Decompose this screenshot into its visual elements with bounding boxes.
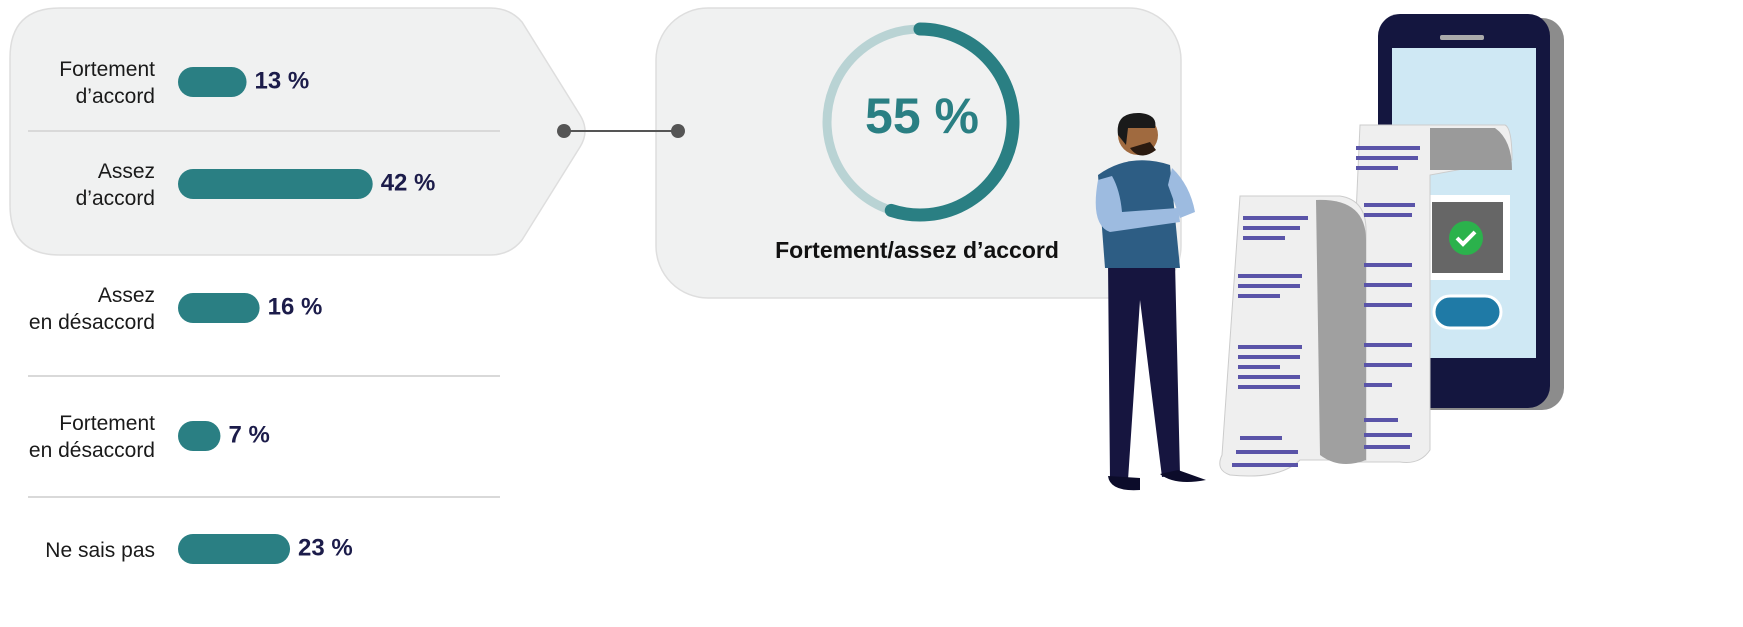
donut-value: 55 %: [865, 88, 979, 144]
value-label: 23 %: [298, 534, 353, 561]
connector-dot: [671, 124, 685, 138]
check-icon: [1449, 221, 1483, 255]
receipt-roll: [1430, 128, 1512, 170]
page: 55 % Fortement/assez d’accord: [0, 0, 1743, 627]
category-label: Ne sais pas: [0, 537, 155, 564]
infographic: 55 % Fortement/assez d’accord: [0, 0, 1743, 627]
bar: [178, 421, 220, 451]
category-label: Assez d’accord: [0, 158, 155, 212]
category-label: Assez en désaccord: [0, 282, 155, 336]
value-label: 13 %: [255, 67, 310, 94]
value-label: 7 %: [228, 421, 269, 448]
value-label: 42 %: [381, 169, 436, 196]
phone-speaker: [1440, 35, 1484, 40]
connector-dot: [557, 124, 571, 138]
phone-button: [1434, 296, 1501, 328]
bar: [178, 169, 373, 199]
person-legs: [1108, 262, 1180, 480]
bar: [178, 67, 247, 97]
category-label: Fortement en désaccord: [0, 410, 155, 464]
category-label: Fortement d’accord: [0, 56, 155, 110]
value-label: 16 %: [268, 293, 323, 320]
bar: [178, 534, 290, 564]
bar: [178, 293, 260, 323]
donut-caption: Fortement/assez d’accord: [775, 237, 1059, 263]
receipt-curl: [1316, 200, 1366, 464]
